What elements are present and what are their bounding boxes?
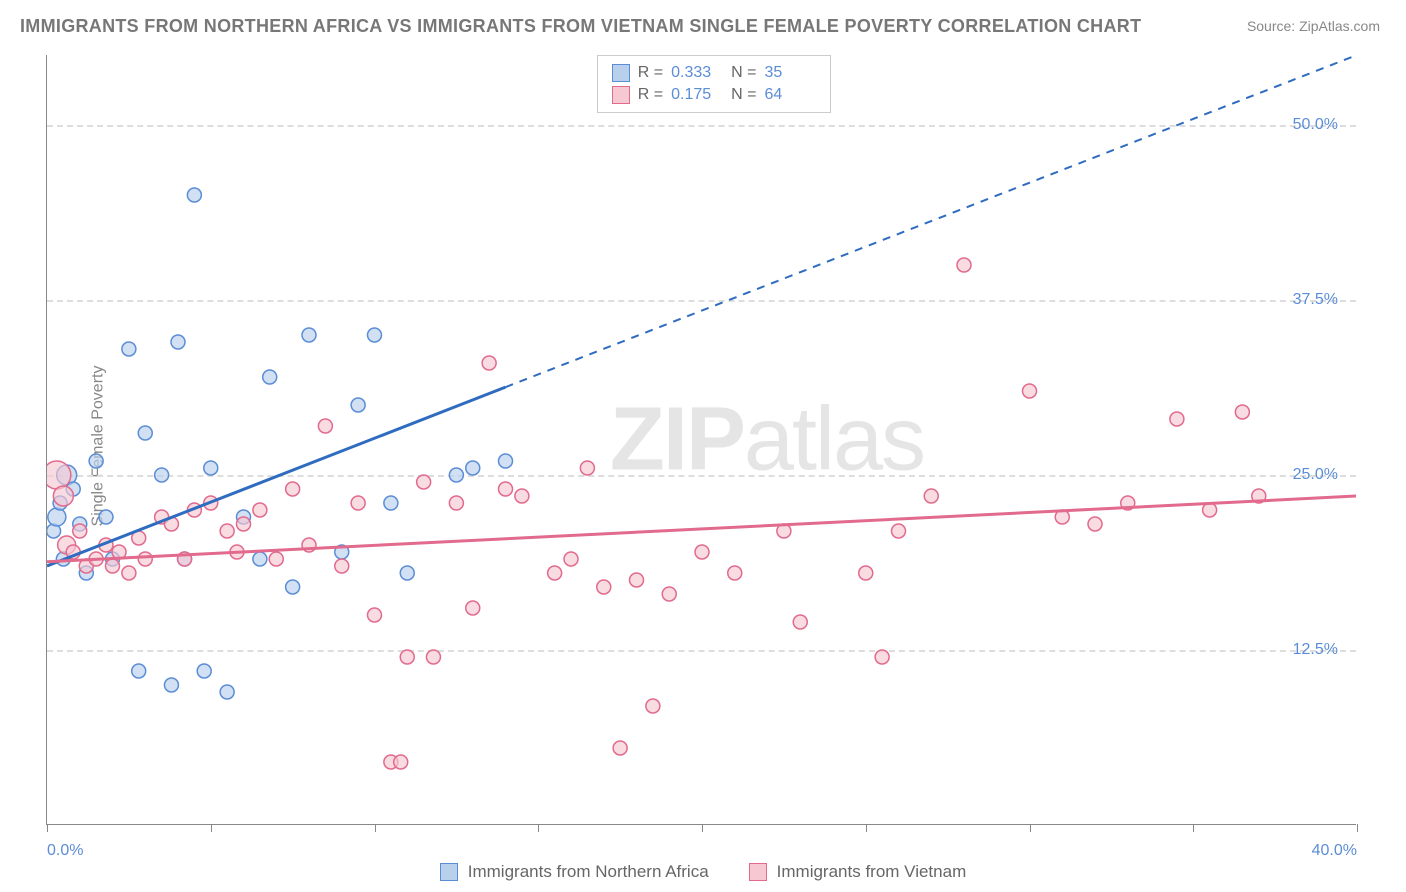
n-label: N =: [731, 64, 756, 82]
scatter-point: [924, 489, 938, 503]
scatter-point: [597, 580, 611, 594]
scatter-point: [220, 524, 234, 538]
scatter-point: [106, 559, 120, 573]
scatter-point: [53, 486, 73, 506]
legend-swatch-bottom-1: [749, 863, 767, 881]
scatter-point: [48, 508, 66, 526]
scatter-point: [197, 664, 211, 678]
n-label: N =: [731, 86, 756, 104]
scatter-point: [417, 475, 431, 489]
scatter-point: [400, 566, 414, 580]
stats-legend: R = 0.333 N = 35 R = 0.175 N = 64: [597, 55, 832, 113]
x-tick-label: 40.0%: [1312, 842, 1357, 860]
scatter-point: [171, 335, 185, 349]
scatter-point: [466, 601, 480, 615]
scatter-point: [122, 342, 136, 356]
scatter-point: [548, 566, 562, 580]
plot-svg: [47, 55, 1356, 824]
r-value-1: 0.175: [671, 86, 723, 104]
scatter-point: [394, 755, 408, 769]
scatter-point: [793, 615, 807, 629]
scatter-point: [1170, 412, 1184, 426]
scatter-point: [138, 426, 152, 440]
scatter-point: [613, 741, 627, 755]
scatter-point: [449, 496, 463, 510]
scatter-point: [164, 678, 178, 692]
scatter-point: [73, 524, 87, 538]
scatter-point: [466, 461, 480, 475]
r-value-0: 0.333: [671, 64, 723, 82]
chart-area: ZIPatlas 12.5%25.0%37.5%50.0% 0.0%40.0% …: [46, 55, 1356, 825]
series-label-0: Immigrants from Northern Africa: [468, 862, 709, 882]
scatter-point: [384, 496, 398, 510]
scatter-point: [263, 370, 277, 384]
scatter-point: [580, 461, 594, 475]
scatter-point: [204, 461, 218, 475]
scatter-point: [515, 489, 529, 503]
scatter-point: [351, 398, 365, 412]
scatter-point: [47, 461, 71, 489]
legend-swatch-bottom-0: [440, 863, 458, 881]
scatter-point: [269, 552, 283, 566]
scatter-point: [155, 468, 169, 482]
trend-line-solid: [47, 387, 506, 566]
scatter-point: [630, 573, 644, 587]
stats-legend-row-1: R = 0.175 N = 64: [612, 84, 817, 106]
scatter-point: [662, 587, 676, 601]
scatter-point: [286, 580, 300, 594]
legend-swatch-0: [612, 64, 630, 82]
scatter-point: [253, 552, 267, 566]
scatter-point: [859, 566, 873, 580]
n-value-0: 35: [764, 64, 816, 82]
scatter-point: [426, 650, 440, 664]
series-label-1: Immigrants from Vietnam: [777, 862, 967, 882]
scatter-point: [695, 545, 709, 559]
scatter-point: [253, 503, 267, 517]
scatter-point: [335, 559, 349, 573]
r-label: R =: [638, 64, 663, 82]
scatter-point: [368, 328, 382, 342]
scatter-point: [1023, 384, 1037, 398]
scatter-point: [400, 650, 414, 664]
scatter-point: [875, 650, 889, 664]
scatter-point: [138, 552, 152, 566]
scatter-point: [499, 454, 513, 468]
n-value-1: 64: [764, 86, 816, 104]
scatter-point: [368, 608, 382, 622]
scatter-point: [892, 524, 906, 538]
scatter-point: [564, 552, 578, 566]
legend-swatch-1: [612, 86, 630, 104]
scatter-point: [187, 188, 201, 202]
scatter-point: [132, 664, 146, 678]
bottom-legend-item-0: Immigrants from Northern Africa: [440, 862, 709, 882]
scatter-point: [89, 454, 103, 468]
scatter-point: [1235, 405, 1249, 419]
scatter-point: [286, 482, 300, 496]
scatter-point: [957, 258, 971, 272]
scatter-point: [351, 496, 365, 510]
stats-legend-row-0: R = 0.333 N = 35: [612, 62, 817, 84]
scatter-point: [646, 699, 660, 713]
scatter-point: [237, 517, 251, 531]
scatter-point: [302, 328, 316, 342]
source-credit: Source: ZipAtlas.com: [1247, 18, 1380, 34]
scatter-point: [728, 566, 742, 580]
r-label: R =: [638, 86, 663, 104]
x-tick-label: 0.0%: [47, 842, 83, 860]
scatter-point: [220, 685, 234, 699]
scatter-point: [499, 482, 513, 496]
scatter-point: [99, 510, 113, 524]
chart-title: IMMIGRANTS FROM NORTHERN AFRICA VS IMMIG…: [20, 16, 1141, 37]
bottom-legend-item-1: Immigrants from Vietnam: [749, 862, 967, 882]
scatter-point: [482, 356, 496, 370]
scatter-point: [1088, 517, 1102, 531]
bottom-legend: Immigrants from Northern Africa Immigran…: [0, 862, 1406, 882]
scatter-point: [318, 419, 332, 433]
scatter-point: [122, 566, 136, 580]
scatter-point: [449, 468, 463, 482]
